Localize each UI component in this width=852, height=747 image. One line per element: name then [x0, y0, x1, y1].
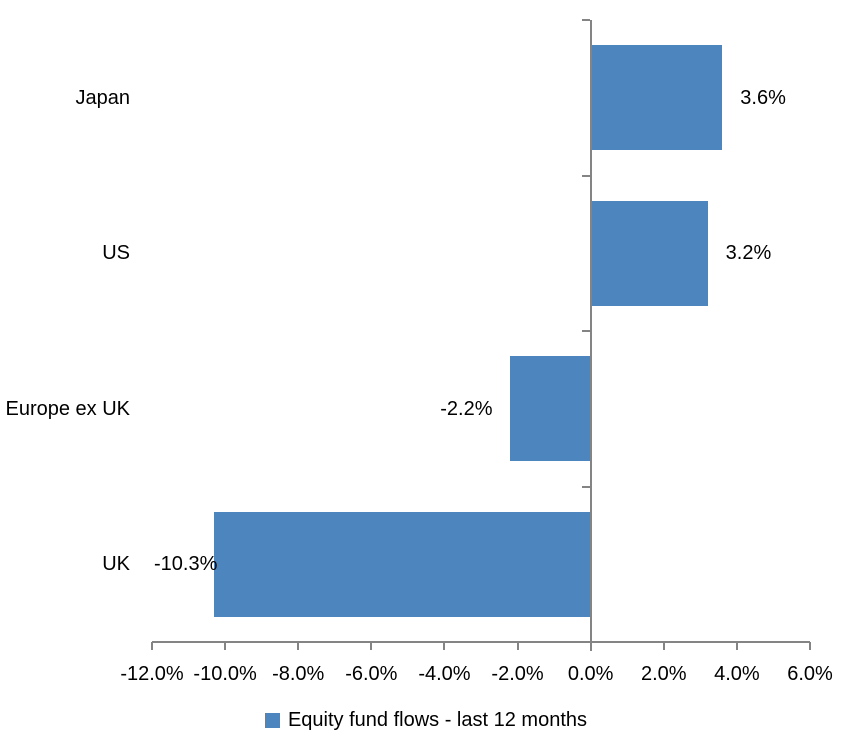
x-axis-tick	[443, 642, 446, 650]
data-label: 3.2%	[725, 242, 772, 265]
x-axis-tick	[516, 642, 519, 650]
y-axis-tick	[581, 174, 590, 177]
legend-label: Equity fund flows - last 12 months	[287, 709, 588, 731]
category-label: UK	[102, 553, 130, 576]
x-axis-tick	[809, 642, 811, 650]
x-axis-tick	[735, 642, 738, 650]
y-axis-tick	[581, 330, 590, 332]
x-axis-tick	[224, 642, 227, 650]
legend-swatch-icon	[264, 712, 280, 728]
bar-europe-ex-uk	[510, 356, 591, 462]
x-axis-tick	[662, 642, 665, 650]
x-axis-line	[152, 641, 810, 643]
x-axis-tick-label: -2.0%	[491, 663, 544, 685]
x-axis-tick-label: 2.0%	[640, 663, 687, 685]
x-axis-tick-label: 6.0%	[787, 663, 833, 685]
x-axis-tick	[151, 642, 153, 650]
bar-japan	[590, 45, 723, 151]
bar-uk	[214, 511, 591, 617]
x-axis-tick-label: -12.0%	[120, 663, 184, 685]
bar-us	[590, 200, 708, 306]
x-axis-tick-label: 4.0%	[714, 663, 760, 685]
x-axis-tick	[370, 642, 373, 650]
category-label: US	[102, 242, 130, 265]
category-label: Japan	[75, 86, 131, 109]
x-axis-tick-label: -10.0%	[193, 663, 257, 685]
data-label: 3.6%	[740, 86, 786, 109]
x-axis-tick-label: -6.0%	[345, 663, 398, 685]
legend: Equity fund flows - last 12 months	[0, 708, 852, 732]
x-axis-tick-label: -4.0%	[418, 663, 471, 685]
y-axis-tick	[581, 19, 590, 21]
x-axis-tick-label: -8.0%	[272, 663, 325, 685]
category-label: Europe ex UK	[5, 397, 130, 420]
y-axis-tick	[581, 485, 590, 488]
data-label: -2.2%	[440, 397, 493, 420]
y-axis-line	[589, 20, 592, 651]
x-axis-tick	[297, 642, 300, 650]
data-label: -10.3%	[154, 553, 218, 576]
x-axis-tick-label: 0.0%	[567, 663, 614, 685]
